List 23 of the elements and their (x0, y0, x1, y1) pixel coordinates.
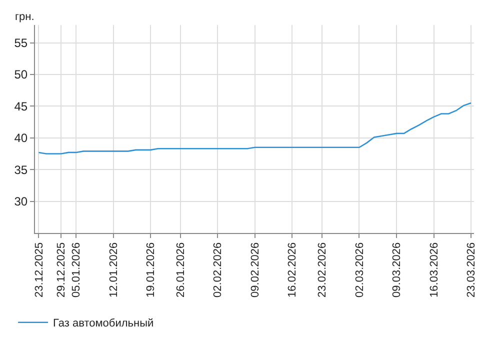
line-series (38, 102, 472, 154)
y-tick-label: 40 (14, 131, 28, 146)
y-tick-label: 30 (14, 194, 28, 208)
x-tick-label: 23.03.2026 (466, 242, 478, 298)
y-tick-label: 35 (14, 162, 28, 177)
x-tick-label: 02.02.2026 (212, 242, 224, 298)
x-tick-label: 16.02.2026 (286, 242, 299, 298)
x-tick-label: 26.01.2026 (174, 242, 187, 298)
x-tick-label: 29.12.2025 (56, 242, 68, 298)
x-tick-label: 23.12.2025 (33, 242, 46, 298)
x-tick-label: 19.01.2026 (145, 242, 158, 298)
x-tick-label: 12.01.2026 (108, 242, 120, 298)
x-tick-label: 02.03.2026 (354, 242, 366, 298)
y-tick-label: 45 (14, 99, 28, 114)
y-tick-label: 50 (14, 68, 28, 82)
y-tick-label: 55 (14, 36, 28, 50)
x-tick-label: 09.03.2026 (391, 242, 404, 298)
x-tick-label: 16.03.2026 (428, 242, 440, 298)
x-tick-label: 09.02.2026 (249, 242, 262, 298)
y-axis-title: грн. (15, 11, 34, 23)
x-tick-label: 23.02.2026 (316, 242, 329, 298)
legend-label: Газ автомобильный (53, 318, 154, 330)
x-tick-label: 05.01.2026 (70, 242, 83, 298)
